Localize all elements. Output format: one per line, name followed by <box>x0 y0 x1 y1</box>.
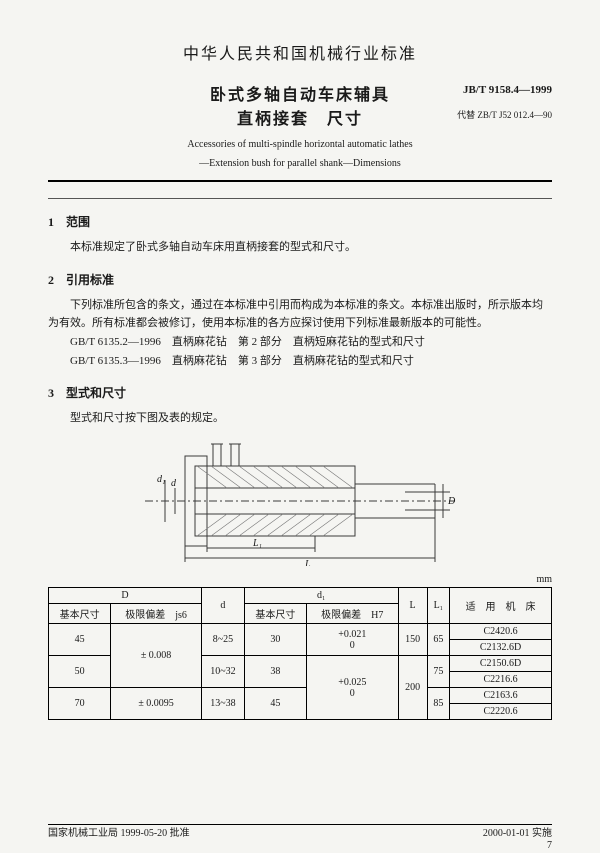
cell-d: 13~38 <box>201 688 244 720</box>
cell-L1: 65 <box>427 624 449 656</box>
dimension-table: D d d₁ L L₁ 适 用 机 床 基本尺寸 极限偏差 js6 基本尺寸 极… <box>48 587 552 720</box>
cell-mc: C2216.6 <box>450 672 552 688</box>
cell-Dtol: ± 0.0095 <box>111 688 202 720</box>
cell-mc: C2420.6 <box>450 624 552 640</box>
cell-d1: 38 <box>244 656 306 688</box>
dim-L1: L₁ <box>252 538 262 549</box>
footer-left: 国家机械工业局 1999-05-20 批准 <box>48 824 190 839</box>
cell-mc: C2150.6D <box>450 656 552 672</box>
col-L1: L₁ <box>427 588 449 624</box>
cell-L: 150 <box>398 624 427 656</box>
sec1-head: 1 范围 <box>48 213 552 230</box>
col-d1: d₁ <box>244 588 398 604</box>
title-en-1: Accessories of multi-spindle horizontal … <box>48 138 552 151</box>
cell-D: 50 <box>49 656 111 688</box>
col-L: L <box>398 588 427 624</box>
sec3-head: 3 型式和尺寸 <box>48 384 552 401</box>
cell-D: 45 <box>49 624 111 656</box>
cell-Dtol: ± 0.008 <box>111 624 202 688</box>
cell-mc: C2220.6 <box>450 704 552 720</box>
col-D-tol: 极限偏差 js6 <box>111 604 202 624</box>
cell-d1: 30 <box>244 624 306 656</box>
standard-org: 中华人民共和国机械行业标准 <box>48 40 552 64</box>
col-D-basic: 基本尺寸 <box>49 604 111 624</box>
cell-mc: C2163.6 <box>450 688 552 704</box>
dim-L: L <box>304 559 311 566</box>
cell-d1: 45 <box>244 688 306 720</box>
table-head-row1: D d d₁ L L₁ 适 用 机 床 <box>49 588 552 604</box>
sec2-body1: 下列标准所包含的条文，通过在本标准中引用而构成为本标准的条文。本标准出版时，所示… <box>48 296 552 333</box>
sec1-body: 本标准规定了卧式多轴自动车床用直柄接套的型式和尺寸。 <box>48 238 552 257</box>
standard-code: JB/T 9158.4—1999 <box>463 84 552 96</box>
page-number: 7 <box>547 840 552 851</box>
footer-right: 2000-01-01 实施 <box>483 824 552 839</box>
cell-L1: 75 <box>427 656 449 688</box>
bush-diagram: L L₁ D d d₁ <box>135 436 465 566</box>
title-en-2: —Extension bush for parallel shank—Dimen… <box>48 157 552 170</box>
col-d1-tol: 极限偏差 H7 <box>307 604 399 624</box>
cell-d1tol: +0.021 0 <box>307 624 399 656</box>
col-d1-basic: 基本尺寸 <box>244 604 306 624</box>
header-rule <box>48 198 552 199</box>
table-row: 70 ± 0.0095 13~38 45 85 C2163.6 <box>49 688 552 704</box>
dim-d1: d₁ <box>157 474 165 485</box>
table-unit: mm <box>48 574 552 585</box>
cell-L1: 85 <box>427 688 449 720</box>
header-block: JB/T 9158.4—1999 代替 ZB/T J52 012.4—90 卧式… <box>48 84 552 182</box>
cell-L: 200 <box>398 656 427 720</box>
sec3-body: 型式和尺寸按下图及表的规定。 <box>48 409 552 428</box>
footer: 国家机械工业局 1999-05-20 批准 2000-01-01 实施 <box>48 824 552 839</box>
replace-code: 代替 ZB/T J52 012.4—90 <box>457 108 552 121</box>
cell-d: 10~32 <box>201 656 244 688</box>
dim-D: D <box>447 496 456 507</box>
sec2-head: 2 引用标准 <box>48 271 552 288</box>
cell-D: 70 <box>49 688 111 720</box>
sec2-ref2: GB/T 6135.3—1996 直柄麻花钻 第 3 部分 直柄麻花钻的型式和尺… <box>70 352 552 371</box>
table-row: 45 ± 0.008 8~25 30 +0.021 0 150 65 C2420… <box>49 624 552 640</box>
dim-d: d <box>171 478 177 489</box>
col-machine: 适 用 机 床 <box>450 588 552 624</box>
cell-d1tol: +0.025 0 <box>307 656 399 720</box>
sec2-ref1: GB/T 6135.2—1996 直柄麻花钻 第 2 部分 直柄短麻花钻的型式和… <box>70 333 552 352</box>
col-D: D <box>49 588 202 604</box>
cell-d: 8~25 <box>201 624 244 656</box>
cell-mc: C2132.6D <box>450 640 552 656</box>
col-d: d <box>201 588 244 624</box>
